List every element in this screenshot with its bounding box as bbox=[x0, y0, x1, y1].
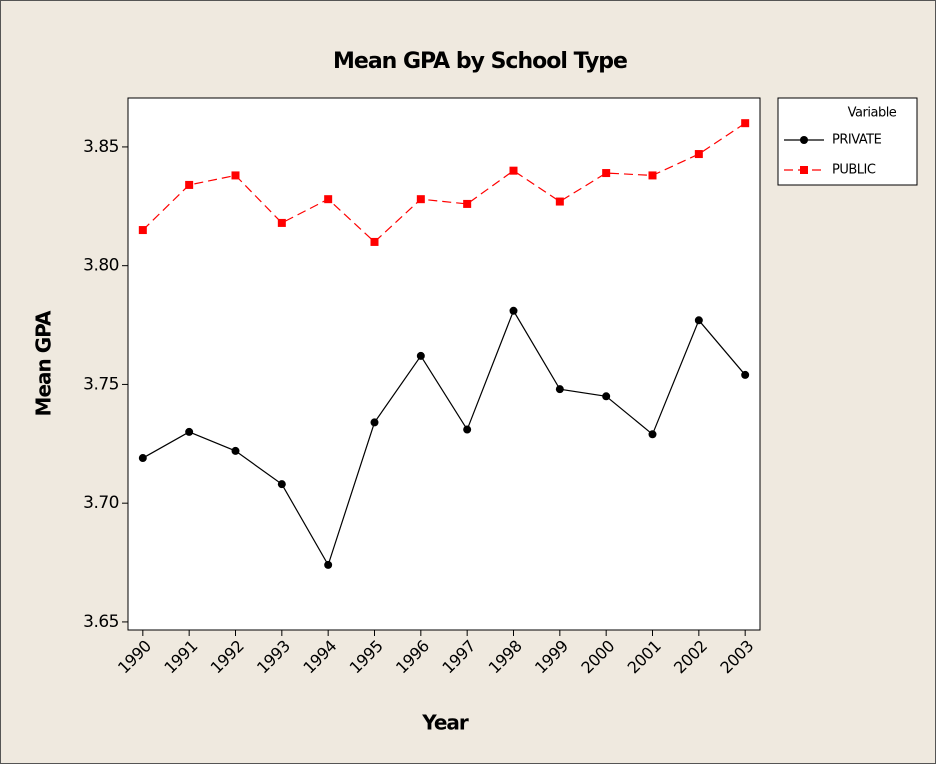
data-point bbox=[185, 427, 194, 436]
y-axis-label: Mean GPA bbox=[32, 310, 56, 416]
data-point bbox=[602, 392, 611, 401]
data-point bbox=[741, 119, 750, 128]
plot-area bbox=[127, 97, 761, 631]
data-point bbox=[648, 171, 657, 180]
y-tick-label: 3.70 bbox=[83, 493, 119, 513]
data-point bbox=[277, 218, 286, 227]
data-point bbox=[694, 150, 703, 159]
data-point bbox=[741, 370, 750, 379]
data-point bbox=[602, 169, 611, 178]
legend-marker bbox=[800, 166, 808, 174]
data-point bbox=[324, 560, 333, 569]
data-point bbox=[138, 454, 147, 463]
data-point bbox=[416, 351, 425, 360]
y-tick-label: 3.75 bbox=[83, 374, 119, 394]
data-point bbox=[370, 418, 379, 427]
data-point bbox=[370, 237, 379, 246]
data-point bbox=[463, 425, 472, 434]
legend-label: PRIVATE bbox=[832, 133, 882, 148]
legend-title: Variable bbox=[848, 106, 897, 121]
data-point bbox=[185, 180, 194, 189]
data-point bbox=[324, 195, 333, 204]
data-point bbox=[509, 306, 518, 315]
data-point bbox=[277, 480, 286, 489]
data-point bbox=[555, 385, 564, 394]
data-point bbox=[231, 171, 240, 180]
x-axis-label: Year bbox=[421, 711, 469, 735]
data-point bbox=[138, 226, 147, 235]
chart-title: Mean GPA by School Type bbox=[333, 49, 627, 74]
data-point bbox=[416, 195, 425, 204]
legend-label: PUBLIC bbox=[832, 163, 876, 178]
series-line bbox=[142, 309, 746, 567]
y-tick-label: 3.65 bbox=[83, 612, 119, 632]
data-point bbox=[648, 430, 657, 439]
data-point bbox=[555, 197, 564, 206]
legend-marker bbox=[800, 136, 808, 144]
data-point bbox=[231, 446, 240, 455]
y-tick-label: 3.85 bbox=[83, 137, 119, 157]
data-point bbox=[694, 316, 703, 325]
data-point bbox=[463, 199, 472, 208]
y-tick-label: 3.80 bbox=[83, 256, 119, 276]
data-point bbox=[509, 166, 518, 175]
series-line bbox=[142, 122, 746, 243]
